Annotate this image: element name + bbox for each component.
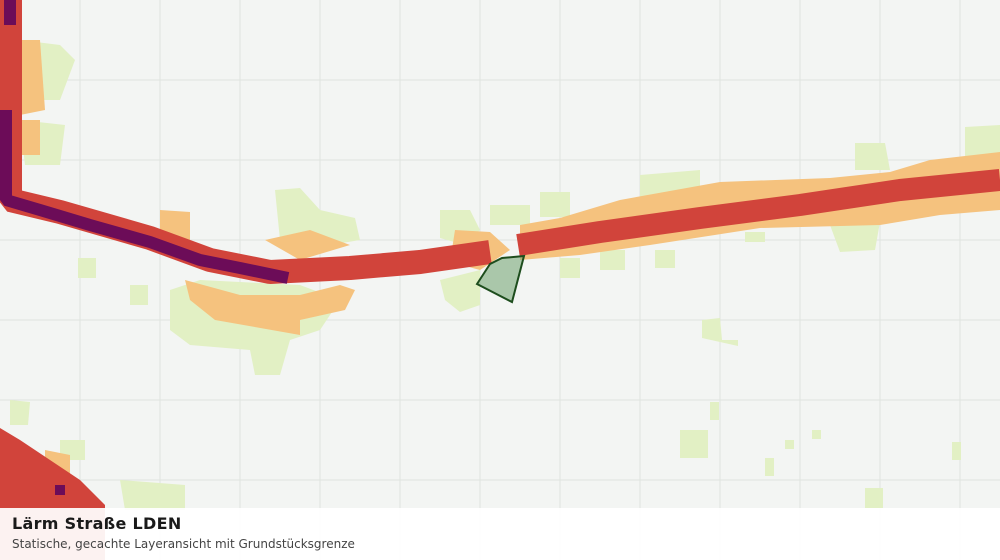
layer-title: Lärm Straße LDEN	[12, 514, 182, 533]
noise-zone-very-high	[55, 485, 65, 495]
layer-subtitle: Statische, gecachte Layeransicht mit Gru…	[12, 537, 355, 551]
parcel-boundary[interactable]	[475, 254, 526, 304]
caption: Lärm Straße LDEN Statische, gecachte Lay…	[0, 508, 1000, 560]
noise-zone-very-high	[0, 0, 290, 284]
noise-zone-low	[10, 40, 1000, 510]
